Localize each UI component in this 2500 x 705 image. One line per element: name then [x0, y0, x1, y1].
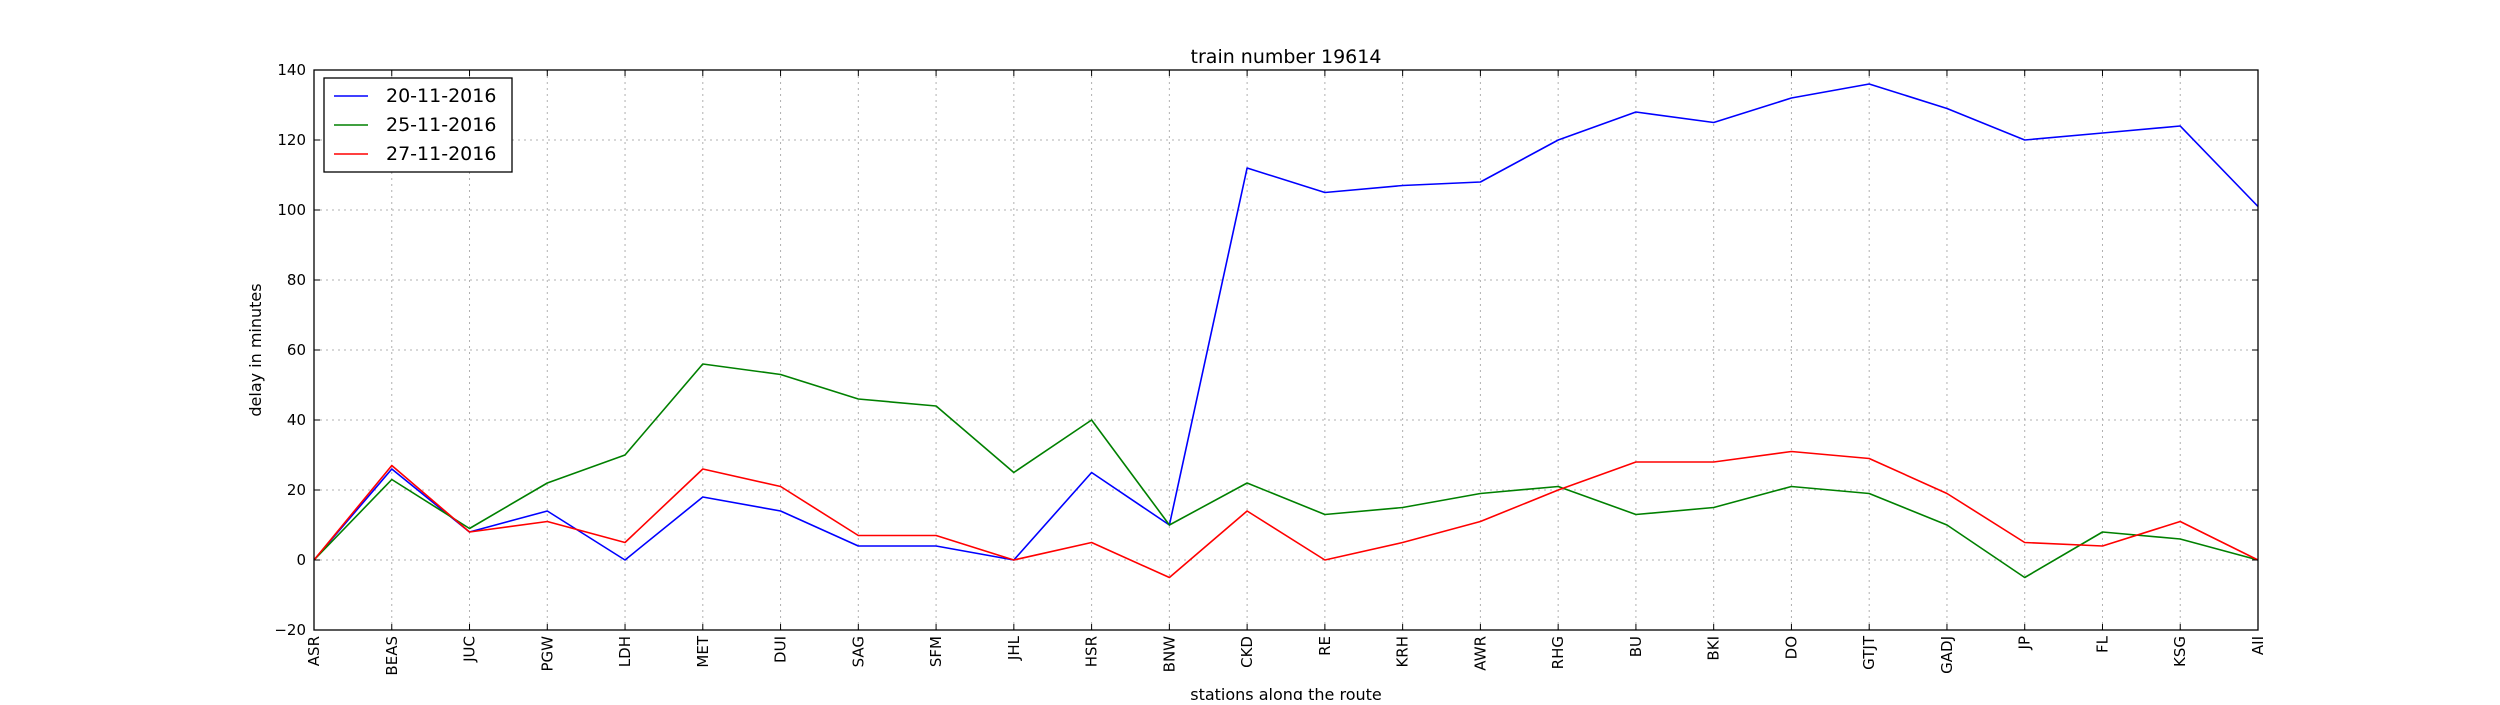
x-tick-label: SFM — [927, 636, 945, 667]
x-tick-label: ASR — [305, 636, 323, 666]
legend-label: 27-11-2016 — [386, 143, 496, 165]
x-tick-label: BKI — [1705, 636, 1723, 661]
x-tick-label: RE — [1316, 636, 1334, 656]
x-tick-label: RHG — [1549, 636, 1567, 669]
chart-title: train number 19614 — [1191, 46, 1382, 68]
series-line-25-11-2016 — [313, 363, 2259, 579]
series-line-20-11-2016 — [313, 83, 2259, 561]
x-tick-label: CKD — [1238, 636, 1256, 668]
tick-layer: ASR BEAS JUC PGW LDH MET DUI SAG SFM JHL HSR BNW CKD… — [274, 61, 2267, 676]
y-tick-label: 120 — [277, 131, 306, 149]
x-tick-label: JUC — [461, 636, 479, 663]
x-tick-label: JP — [2016, 636, 2034, 650]
y-tick-label: 0 — [296, 551, 306, 569]
x-tick-label: FL — [2093, 635, 2111, 653]
y-tick-label: 40 — [287, 411, 306, 429]
y-tick-label: 100 — [277, 201, 306, 219]
y-tick-label: 140 — [277, 61, 306, 79]
x-tick-label: SAG — [849, 636, 867, 667]
y-tick-label: 80 — [287, 271, 306, 289]
legend: 20-11-2016 25-11-2016 27-11-2016 — [323, 77, 513, 173]
y-axis-label: delay in minutes — [246, 283, 265, 416]
series-line-27-11-2016 — [313, 450, 2259, 579]
legend-label: 25-11-2016 — [386, 114, 496, 136]
legend-label: 20-11-2016 — [386, 85, 496, 107]
x-tick-label: AWR — [1471, 636, 1489, 671]
y-tick-label: 20 — [287, 481, 306, 499]
x-tick-label: BNW — [1160, 636, 1178, 673]
x-axis-label: stations along the route — [1190, 685, 1382, 700]
x-tick-label: JHL — [1005, 635, 1023, 661]
x-tick-label: BEAS — [383, 636, 401, 676]
x-tick-label: GADJ — [1938, 636, 1956, 674]
y-tick-label: −20 — [274, 621, 306, 639]
y-tick-label: 60 — [287, 341, 306, 359]
x-tick-label: HSR — [1083, 636, 1101, 667]
x-tick-label: BU — [1627, 636, 1645, 657]
x-tick-label: DO — [1782, 636, 1800, 659]
x-tick-label: KRH — [1394, 636, 1412, 668]
x-tick-label: GTJT — [1860, 635, 1878, 670]
x-tick-label: AII — [2249, 636, 2267, 655]
x-tick-label: LDH — [616, 636, 634, 667]
x-tick-label: PGW — [538, 636, 556, 672]
x-tick-label: DUI — [772, 636, 790, 663]
series-layer — [313, 83, 2259, 579]
x-tick-label: MET — [694, 635, 712, 667]
grid-layer — [313, 69, 2259, 631]
x-tick-label: KSG — [2171, 636, 2189, 667]
